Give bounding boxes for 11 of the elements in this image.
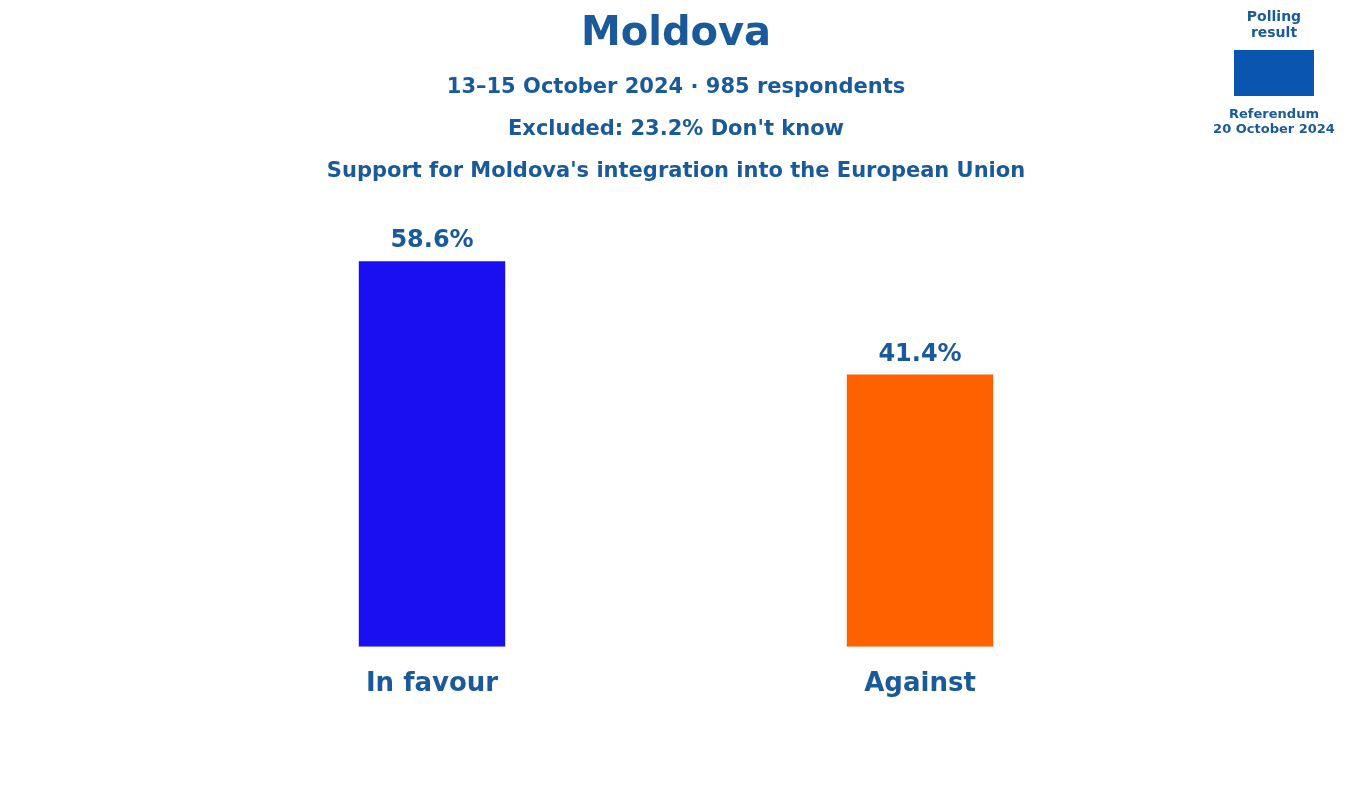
x-tick-label: In favour xyxy=(365,667,499,698)
chart-subtitle: 13–15 October 2024 · 985 respondents xyxy=(445,74,907,98)
text: Referendum xyxy=(1228,106,1320,121)
text: Support for Moldova's integration into the European Union xyxy=(325,158,1027,182)
text: Polling result xyxy=(1245,8,1303,40)
text: 20 October 2024 xyxy=(1212,121,1336,136)
data-label: 41.4% xyxy=(878,338,962,367)
data-label: 58.6% xyxy=(390,225,474,254)
text: Excluded: 23.2% Don't know xyxy=(508,116,844,140)
x-tick-label: Against xyxy=(864,667,976,698)
chart-title: Moldova xyxy=(580,8,772,54)
